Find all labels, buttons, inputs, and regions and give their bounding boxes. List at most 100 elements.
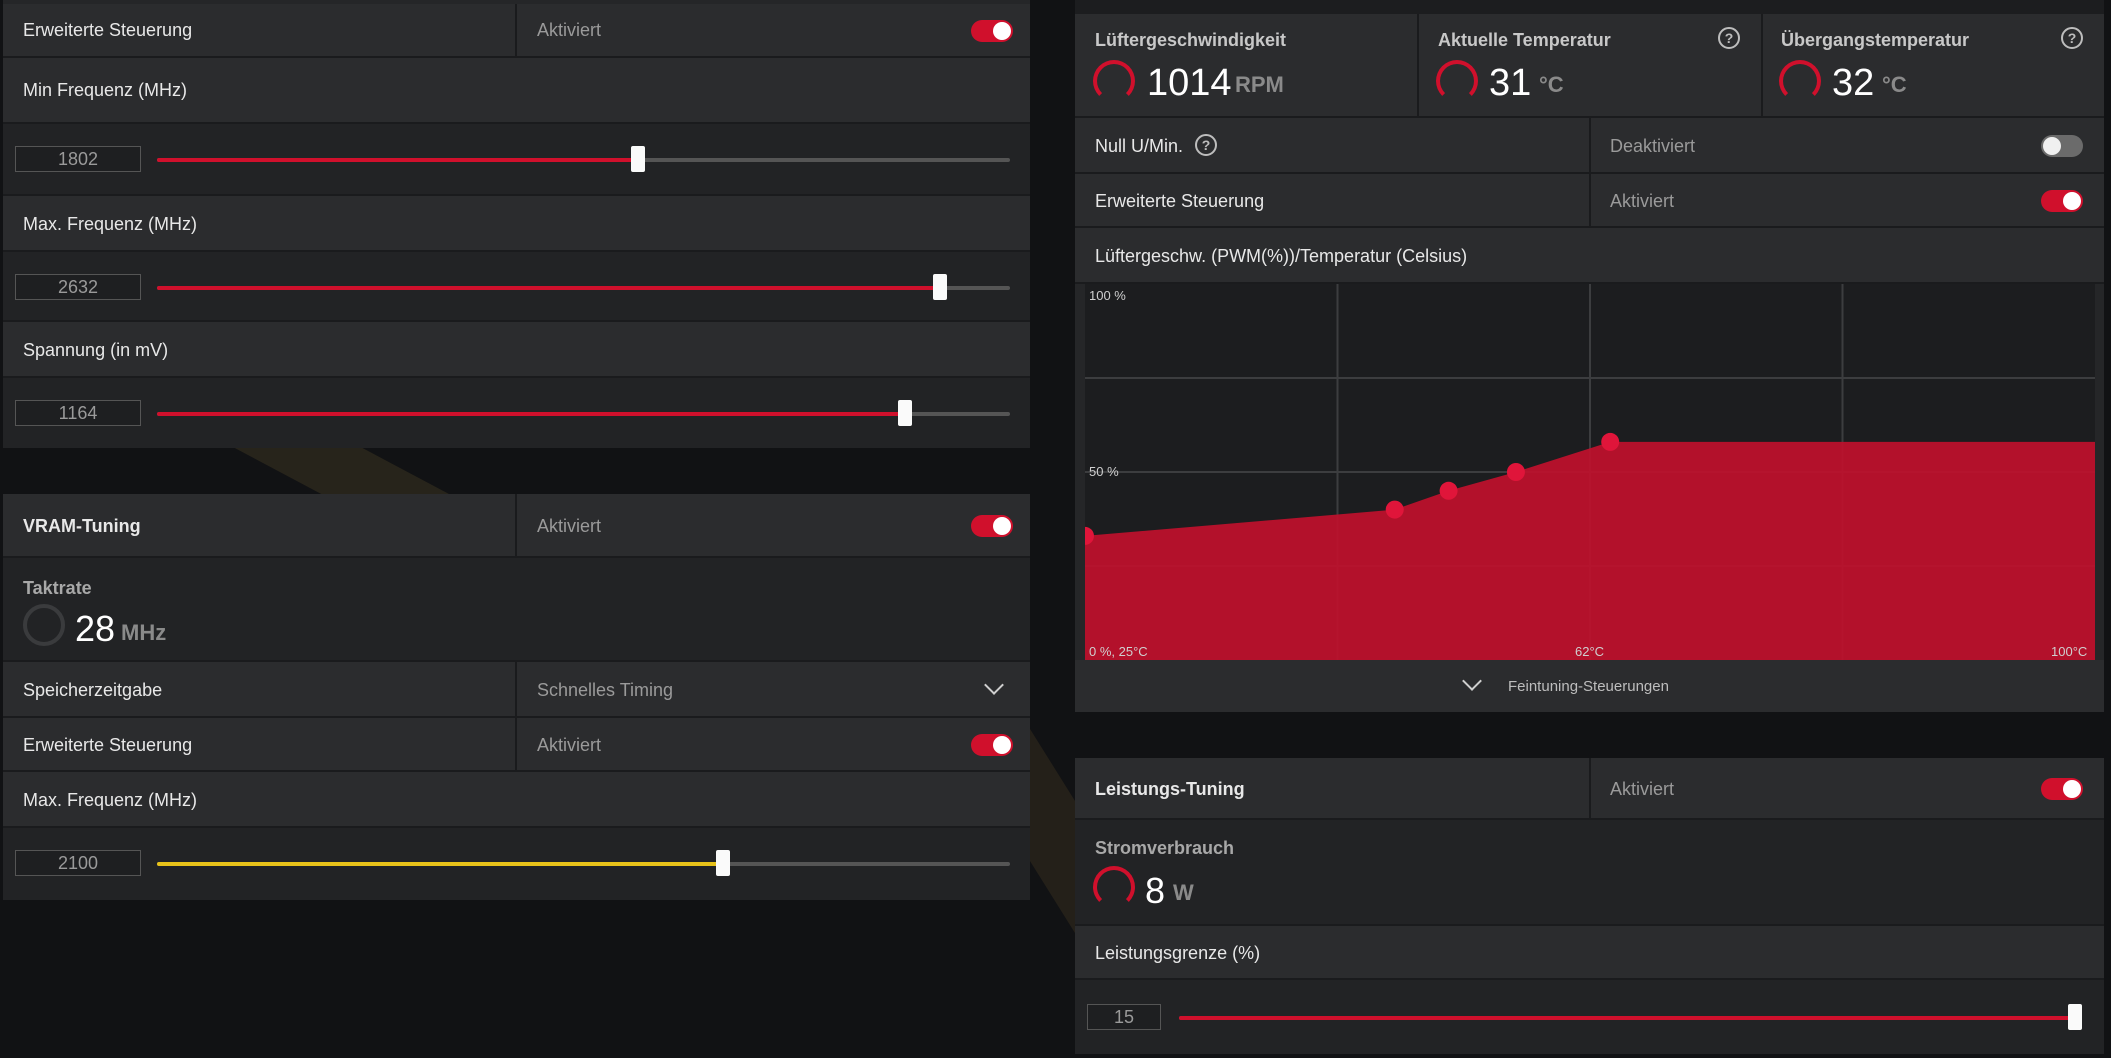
divider (1417, 14, 1419, 116)
zero-rpm-row: Null U/Min. ? Deaktiviert (1075, 118, 2104, 174)
zero-rpm-toggle[interactable] (2041, 135, 2083, 157)
x-tick-origin: 0 %, 25°C (1089, 644, 1148, 659)
fan-advanced-label: Erweiterte Steuerung (1095, 191, 1265, 211)
clock-gauge-icon (23, 604, 65, 646)
vram-toggle[interactable] (971, 515, 1013, 537)
power-limit-input[interactable]: 15 (1087, 1004, 1161, 1030)
slider-fill (157, 158, 639, 162)
vram-tuning-panel: VRAM-Tuning Aktiviert Taktrate 28 MHz Sp… (3, 494, 1030, 900)
current-temp-value: 31 (1489, 62, 1532, 104)
current-temp-gauge-icon (1436, 60, 1478, 102)
vram-title: VRAM-Tuning (23, 516, 141, 536)
gpu-advanced-row: Erweiterte Steuerung Aktiviert (3, 4, 1030, 58)
power-consumption-row: Stromverbrauch 8 W (1075, 820, 2104, 926)
voltage-slider-row: 1164 (3, 378, 1030, 448)
fan-speed-value: 1014 (1147, 62, 1232, 104)
max-freq-input[interactable]: 2632 (15, 274, 141, 300)
vram-advanced-row: Erweiterte Steuerung Aktiviert (3, 718, 1030, 772)
fine-tune-row[interactable]: Feintuning-Steuerungen (1075, 660, 2104, 712)
current-temp-unit: °C (1539, 72, 1564, 97)
fine-tune-label[interactable]: Feintuning-Steuerungen (1508, 678, 1669, 695)
divider (515, 4, 517, 56)
junction-temp-gauge-icon (1779, 60, 1821, 102)
vram-advanced-label: Erweiterte Steuerung (23, 735, 193, 755)
voltage-header: Spannung (in mV) (3, 322, 1030, 378)
min-freq-header: Min Frequenz (MHz) (3, 58, 1030, 124)
x-tick-mid: 62°C (1575, 644, 1605, 659)
power-title-row: Leistungs-Tuning Aktiviert (1075, 758, 2104, 820)
max-freq-slider[interactable] (157, 274, 1010, 300)
fan-curve-point[interactable] (1439, 481, 1458, 500)
fan-curve-point[interactable] (1506, 463, 1525, 481)
fan-curve-svg[interactable] (1085, 284, 2095, 660)
slider-thumb[interactable] (898, 400, 913, 426)
fan-advanced-row: Erweiterte Steuerung Aktiviert (1075, 174, 2104, 228)
chevron-down-icon[interactable] (1462, 671, 1482, 691)
memory-timing-select[interactable]: Schnelles Timing (537, 680, 674, 700)
divider (515, 494, 517, 556)
max-freq-slider-row: 2632 (3, 252, 1030, 322)
fan-speed-unit: RPM (1235, 72, 1284, 97)
divider (515, 718, 517, 770)
zero-rpm-label: Null U/Min. (1095, 136, 1184, 156)
power-limit-slider-row: 15 (1075, 980, 2104, 1054)
power-consumption-unit: W (1173, 880, 1194, 905)
vram-max-freq-slider[interactable] (157, 850, 1010, 876)
divider (1761, 14, 1763, 116)
divider (1589, 174, 1591, 226)
memory-timing-label: Speicherzeitgabe (23, 680, 163, 700)
help-icon[interactable]: ? (1195, 134, 1217, 156)
divider (1589, 118, 1591, 172)
vram-advanced-toggle[interactable] (971, 734, 1013, 756)
y-tick-100: 100 % (1089, 288, 1126, 303)
power-consumption-label: Stromverbrauch (1095, 838, 1235, 858)
junction-temp-label: Übergangstemperatur (1781, 30, 1970, 50)
min-freq-slider[interactable] (157, 146, 1010, 172)
power-toggle[interactable] (2041, 778, 2083, 800)
voltage-slider[interactable] (157, 400, 1010, 426)
clock-value: 28 (75, 608, 116, 649)
max-freq-header: Max. Frequenz (MHz) (3, 196, 1030, 252)
x-tick-max: 100°C (2051, 644, 2088, 659)
slider-thumb[interactable] (631, 146, 646, 172)
vram-clock-row: Taktrate 28 MHz (3, 558, 1030, 662)
fan-curve-point[interactable] (1601, 432, 1620, 451)
help-icon[interactable]: ? (1718, 27, 1740, 49)
power-title: Leistungs-Tuning (1095, 779, 1245, 799)
min-freq-label: Min Frequenz (MHz) (23, 80, 188, 100)
junction-temp-unit: °C (1882, 72, 1907, 97)
fan-curve-point[interactable] (1085, 526, 1094, 545)
slider-thumb[interactable] (715, 850, 730, 876)
gpu-advanced-toggle[interactable] (971, 20, 1013, 42)
power-limit-slider[interactable] (1179, 1004, 2082, 1030)
min-freq-input[interactable]: 1802 (15, 146, 141, 172)
help-icon[interactable]: ? (2061, 27, 2083, 49)
zero-rpm-status: Deaktiviert (1610, 136, 1696, 156)
chevron-down-icon[interactable] (984, 675, 1004, 695)
fan-metrics-row: Lüftergeschwindigkeit 1014 RPM Aktuelle … (1075, 14, 2104, 118)
divider (1589, 758, 1591, 818)
vram-max-freq-input[interactable]: 2100 (15, 850, 141, 876)
voltage-label: Spannung (in mV) (23, 340, 169, 360)
fan-advanced-status: Aktiviert (1610, 191, 1675, 211)
fan-speed-label: Lüftergeschwindigkeit (1095, 30, 1287, 50)
slider-thumb[interactable] (933, 274, 948, 300)
power-consumption-value: 8 (1145, 870, 1166, 911)
vram-max-freq-slider-row: 2100 (3, 828, 1030, 900)
fan-speed-gauge-icon (1093, 60, 1135, 102)
power-gauge-icon (1093, 866, 1135, 908)
slider-thumb[interactable] (2068, 1004, 2082, 1030)
power-limit-label: Leistungsgrenze (%) (1095, 943, 1261, 963)
fan-advanced-toggle[interactable] (2041, 190, 2083, 212)
slider-fill (157, 862, 723, 866)
min-freq-slider-row: 1802 (3, 124, 1030, 196)
fan-curve-point[interactable] (1385, 500, 1404, 519)
y-tick-50: 50 % (1089, 464, 1119, 479)
memory-timing-row: Speicherzeitgabe Schnelles Timing (3, 662, 1030, 718)
junction-temp-value: 32 (1832, 62, 1875, 104)
current-temp-label: Aktuelle Temperatur (1438, 30, 1611, 50)
power-limit-header: Leistungsgrenze (%) (1075, 926, 2104, 980)
voltage-input[interactable]: 1164 (15, 400, 141, 426)
vram-max-freq-label: Max. Frequenz (MHz) (23, 790, 198, 810)
slider-fill (157, 286, 941, 290)
